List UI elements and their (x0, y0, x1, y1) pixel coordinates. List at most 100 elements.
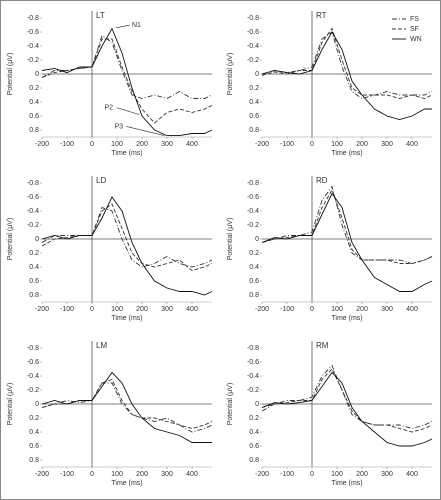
y-tick-label: -0.2 (247, 222, 259, 229)
y-tick-label: -0.4 (247, 373, 259, 380)
y-axis-label: Potential (μV) (7, 383, 14, 426)
series-line (41, 382, 213, 433)
y-tick-label: 0.8 (249, 457, 259, 464)
x-tick-label: -100 (280, 141, 294, 148)
y-tick-label: -0.2 (27, 222, 39, 229)
y-tick-label: -0.4 (27, 43, 39, 50)
x-tick-label: 100 (111, 141, 123, 148)
annotation: P2 (105, 104, 114, 111)
x-tick-label: 400 (186, 141, 198, 148)
series-line (261, 364, 433, 429)
y-axis-label: Potential (μV) (227, 218, 234, 261)
y-tick-label: 0.8 (249, 292, 259, 299)
y-tick-label: 0.8 (29, 457, 39, 464)
x-tick-label: 0 (90, 141, 94, 148)
x-axis-label: Time (ms) (331, 150, 362, 157)
x-tick-label: 300 (161, 306, 173, 313)
y-tick-label: -0.4 (27, 373, 39, 380)
y-tick-label: -0.8 (247, 15, 259, 22)
x-tick-label: 300 (161, 141, 173, 148)
y-axis-label: Potential (μV) (227, 53, 234, 96)
x-tick-label: -200 (35, 306, 49, 313)
x-tick-label: 100 (111, 471, 123, 478)
y-tick-label: -0.6 (27, 194, 39, 201)
y-tick-label: -0.6 (247, 359, 259, 366)
y-tick-label: 0.4 (29, 264, 39, 271)
y-axis-label: Potential (μV) (7, 218, 14, 261)
x-tick-label: 300 (381, 471, 393, 478)
panel-title: RT (316, 11, 327, 20)
series-line (41, 203, 213, 271)
y-tick-label: 0.8 (249, 127, 259, 134)
series-line (261, 31, 433, 99)
y-tick-label: -0.8 (27, 15, 39, 22)
y-tick-label: 0.2 (249, 415, 259, 422)
y-tick-label: -0.6 (27, 29, 39, 36)
x-axis-label: Time (ms) (111, 315, 142, 322)
series-line (41, 206, 213, 268)
series-line (261, 188, 433, 264)
y-tick-label: -0.4 (247, 208, 259, 215)
x-axis-label: Time (ms) (331, 480, 362, 487)
y-tick-label: 0.4 (29, 99, 39, 106)
x-tick-label: -100 (280, 306, 294, 313)
y-tick-label: 0 (255, 401, 259, 408)
x-tick-label: -100 (60, 471, 74, 478)
panel-title: RD (316, 176, 328, 185)
x-tick-label: 0 (310, 141, 314, 148)
y-tick-label: -0.2 (27, 387, 39, 394)
series-line (261, 192, 433, 292)
y-tick-label: -0.4 (27, 208, 39, 215)
y-tick-label: 0.2 (29, 415, 39, 422)
y-tick-label: -0.8 (247, 180, 259, 187)
y-tick-label: 0 (35, 71, 39, 78)
legend-label: SF (410, 26, 419, 33)
y-tick-label: -0.6 (27, 359, 39, 366)
y-tick-label: 0.2 (249, 85, 259, 92)
panel-title: LD (96, 176, 106, 185)
y-tick-label: 0.8 (29, 292, 39, 299)
x-tick-label: 400 (186, 306, 198, 313)
y-tick-label: -0.6 (247, 29, 259, 36)
series-line (261, 368, 433, 433)
y-tick-label: 0.6 (249, 278, 259, 285)
x-tick-label: 200 (136, 141, 148, 148)
y-tick-label: 0 (35, 401, 39, 408)
x-axis-label: Time (ms) (331, 315, 362, 322)
x-tick-label: 300 (381, 306, 393, 313)
x-tick-label: -200 (35, 471, 49, 478)
x-tick-label: 200 (136, 306, 148, 313)
x-tick-label: 400 (406, 306, 418, 313)
y-tick-label: -0.2 (247, 387, 259, 394)
series-line (261, 371, 433, 447)
y-tick-label: 0.2 (29, 250, 39, 257)
x-tick-label: 100 (331, 471, 343, 478)
y-tick-label: -0.8 (27, 345, 39, 352)
x-axis-label: Time (ms) (111, 150, 142, 157)
series-line (261, 185, 433, 264)
x-tick-label: 100 (331, 141, 343, 148)
x-tick-label: 400 (186, 471, 198, 478)
x-tick-label: 100 (331, 306, 343, 313)
y-tick-label: 0.6 (249, 443, 259, 450)
y-tick-label: -0.2 (27, 57, 39, 64)
annotation: P3 (115, 123, 124, 130)
x-tick-label: -200 (35, 141, 49, 148)
y-tick-label: -0.4 (247, 43, 259, 50)
x-tick-label: 0 (310, 306, 314, 313)
series-line (41, 371, 212, 443)
x-tick-label: 200 (356, 471, 368, 478)
x-axis-label: Time (ms) (111, 480, 142, 487)
annotation-arrow (115, 24, 131, 29)
x-tick-label: 0 (90, 306, 94, 313)
series-line (41, 196, 213, 296)
y-tick-label: 0.4 (249, 99, 259, 106)
x-tick-label: -100 (60, 306, 74, 313)
y-tick-label: 0.2 (249, 250, 259, 257)
y-tick-label: -0.6 (247, 194, 259, 201)
x-tick-label: -200 (255, 471, 269, 478)
y-tick-label: -0.2 (247, 57, 259, 64)
y-axis-label: Potential (μV) (227, 383, 234, 426)
series-line (41, 27, 213, 137)
